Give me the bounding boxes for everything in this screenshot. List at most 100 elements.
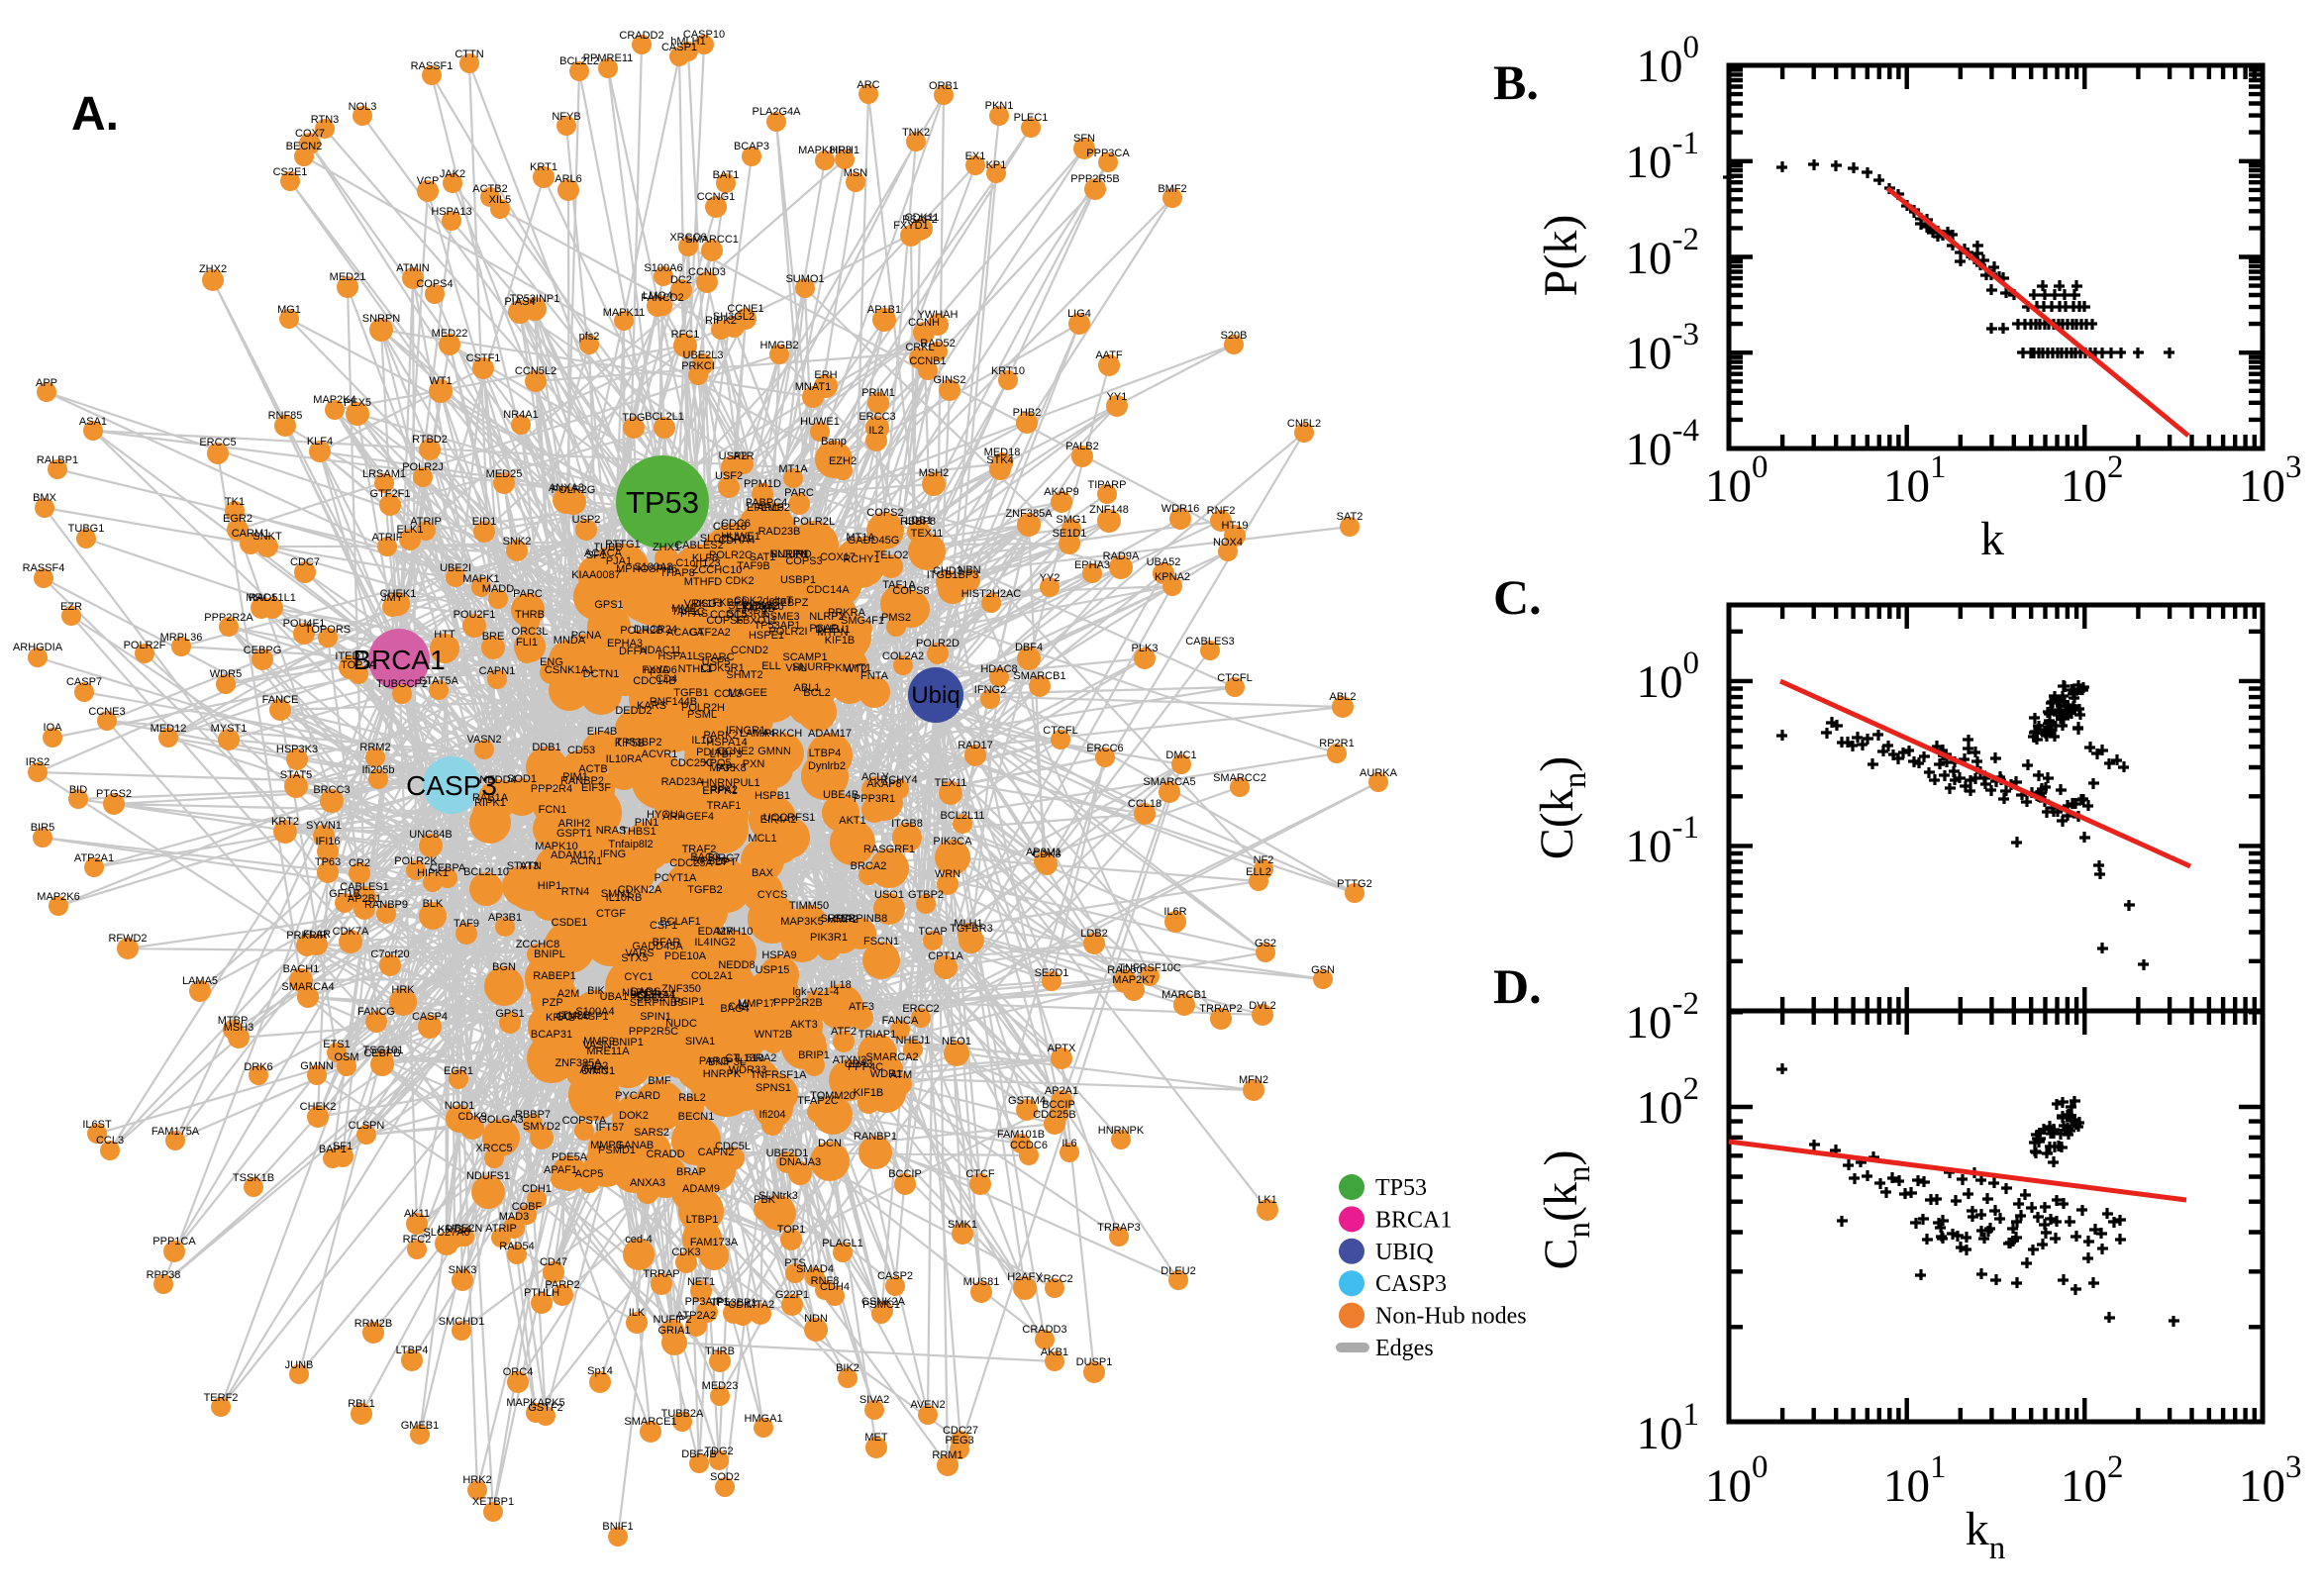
svg-text:NEO1: NEO1 xyxy=(942,1036,971,1047)
svg-text:ATXN3: ATXN3 xyxy=(833,1054,867,1066)
svg-text:NF2: NF2 xyxy=(1254,854,1274,866)
svg-text:RAD23B: RAD23B xyxy=(758,526,801,538)
svg-text:CDC6: CDC6 xyxy=(721,518,751,530)
svg-text:SNK2: SNK2 xyxy=(503,536,532,548)
svg-text:C1orf123: C1orf123 xyxy=(675,557,720,569)
svg-text:PKN1: PKN1 xyxy=(985,100,1014,112)
svg-text:A2M: A2M xyxy=(557,988,580,1000)
svg-text:TUBB: TUBB xyxy=(593,542,622,553)
svg-text:TGFB1: TGFB1 xyxy=(673,687,708,699)
svg-text:FANCG: FANCG xyxy=(357,1006,395,1018)
svg-text:BCL2L14: BCL2L14 xyxy=(630,989,675,1001)
svg-text:MED18: MED18 xyxy=(984,447,1021,458)
svg-text:USBP1: USBP1 xyxy=(780,574,816,586)
svg-text:BRCA1: BRCA1 xyxy=(1375,1207,1452,1233)
svg-text:BAG4: BAG4 xyxy=(720,1003,749,1015)
svg-text:PSMD1: PSMD1 xyxy=(598,1145,636,1156)
svg-text:FLAR: FLAR xyxy=(303,929,331,941)
svg-text:POLR2B: POLR2B xyxy=(620,625,662,637)
svg-text:RASSF4: RASSF4 xyxy=(23,562,65,574)
svg-text:Sp14: Sp14 xyxy=(587,1365,613,1377)
svg-text:CDC7: CDC7 xyxy=(290,556,320,568)
svg-text:OSM: OSM xyxy=(334,1051,358,1063)
svg-text:SNRPN: SNRPN xyxy=(362,313,401,325)
svg-text:FAM175A: FAM175A xyxy=(152,1126,200,1138)
svg-text:GSTF2: GSTF2 xyxy=(528,1402,562,1414)
svg-text:VARS: VARS xyxy=(625,948,654,959)
svg-text:ORC4: ORC4 xyxy=(503,1366,534,1378)
svg-text:VHL: VHL xyxy=(785,662,806,674)
svg-text:POLR2C: POLR2C xyxy=(709,549,753,561)
svg-text:CCNE3: CCNE3 xyxy=(88,706,125,718)
svg-text:BCCIP: BCCIP xyxy=(888,1168,922,1180)
svg-text:CCNB1: CCNB1 xyxy=(909,355,946,367)
svg-text:SMARCC2: SMARCC2 xyxy=(1213,772,1266,784)
svg-text:MED22: MED22 xyxy=(432,328,468,340)
svg-text:ARIH2: ARIH2 xyxy=(558,818,590,830)
svg-text:USF2: USF2 xyxy=(715,470,743,482)
svg-text:BMF: BMF xyxy=(648,1075,671,1087)
svg-text:PIAS4: PIAS4 xyxy=(504,296,535,308)
svg-text:SMARCA2: SMARCA2 xyxy=(865,1051,918,1063)
svg-text:PHB2: PHB2 xyxy=(1013,407,1042,419)
svg-text:POU2F1: POU2F1 xyxy=(454,609,496,621)
svg-text:KLF4: KLF4 xyxy=(307,436,333,448)
svg-text:IRS2: IRS2 xyxy=(26,756,50,768)
svg-text:Banp: Banp xyxy=(821,436,847,448)
svg-text:MMP9: MMP9 xyxy=(583,1036,615,1047)
svg-text:BRCA2: BRCA2 xyxy=(851,860,887,872)
svg-text:ABL1: ABL1 xyxy=(794,682,821,694)
svg-text:PTS: PTS xyxy=(784,1257,805,1269)
svg-text:WDR33: WDR33 xyxy=(729,1064,767,1076)
svg-text:SERPINB8: SERPINB8 xyxy=(834,913,887,925)
svg-text:STAT3: STAT3 xyxy=(507,860,540,872)
svg-text:HUWE1: HUWE1 xyxy=(800,416,840,428)
svg-text:KRT2: KRT2 xyxy=(271,816,299,828)
svg-text:ITED1: ITED1 xyxy=(335,650,365,662)
svg-text:KARS: KARS xyxy=(637,700,666,712)
svg-text:KRT1: KRT1 xyxy=(530,161,557,173)
svg-text:FCN1: FCN1 xyxy=(539,804,567,816)
svg-text:RANBP2: RANBP2 xyxy=(560,775,604,787)
svg-text:RAD17: RAD17 xyxy=(958,740,992,751)
svg-text:SLC25A11: SLC25A11 xyxy=(700,533,752,545)
svg-text:UBA52: UBA52 xyxy=(1147,556,1181,568)
svg-text:CDH1: CDH1 xyxy=(522,1183,552,1195)
svg-text:HRK2: HRK2 xyxy=(462,1474,491,1486)
svg-text:POLR2D: POLR2D xyxy=(916,638,960,649)
svg-text:PRKRA: PRKRA xyxy=(828,607,866,619)
svg-text:PPP3R1: PPP3R1 xyxy=(854,793,895,805)
svg-text:PPP1CA: PPP1CA xyxy=(152,1236,196,1247)
svg-text:JMY: JMY xyxy=(381,592,404,604)
svg-text:PARP2: PARP2 xyxy=(545,1279,579,1291)
svg-text:RCHY4: RCHY4 xyxy=(880,774,917,786)
svg-text:CCL3: CCL3 xyxy=(96,1135,124,1147)
svg-text:HSPE1: HSPE1 xyxy=(749,630,784,642)
svg-text:IFI16: IFI16 xyxy=(315,836,340,848)
svg-text:PLK3: PLK3 xyxy=(1132,643,1159,654)
svg-text:CD47: CD47 xyxy=(540,1256,567,1268)
svg-text:POLR2I: POLR2I xyxy=(768,626,807,638)
svg-text:DLEU1: DLEU1 xyxy=(815,624,850,636)
svg-text:RP2R1: RP2R1 xyxy=(1319,738,1354,749)
svg-text:SUMO1: SUMO1 xyxy=(785,273,824,285)
svg-text:ACVR1: ACVR1 xyxy=(642,748,678,760)
svg-text:MADD: MADD xyxy=(482,583,514,595)
svg-text:BCCIP: BCCIP xyxy=(1042,1099,1075,1111)
svg-text:TEX11: TEX11 xyxy=(935,777,967,789)
svg-text:RTN4: RTN4 xyxy=(561,886,590,898)
svg-text:RNF2: RNF2 xyxy=(1207,505,1236,517)
svg-text:AKT1: AKT1 xyxy=(839,815,866,827)
svg-text:MED12: MED12 xyxy=(151,723,187,735)
svg-text:FAM173A: FAM173A xyxy=(690,1237,739,1248)
svg-text:RAD51L1: RAD51L1 xyxy=(249,592,296,604)
svg-text:MT1A: MT1A xyxy=(778,463,808,475)
svg-text:BCAP31: BCAP31 xyxy=(531,1029,572,1041)
svg-text:BRCC3: BRCC3 xyxy=(313,784,350,796)
svg-text:CDC14B: CDC14B xyxy=(633,675,675,687)
svg-text:CASP1: CASP1 xyxy=(661,42,697,53)
svg-text:CPT1A: CPT1A xyxy=(928,950,963,962)
svg-text:VRK1: VRK1 xyxy=(684,598,713,610)
svg-text:ZNF385A: ZNF385A xyxy=(1005,508,1053,520)
svg-text:CDK5R1: CDK5R1 xyxy=(701,662,744,674)
